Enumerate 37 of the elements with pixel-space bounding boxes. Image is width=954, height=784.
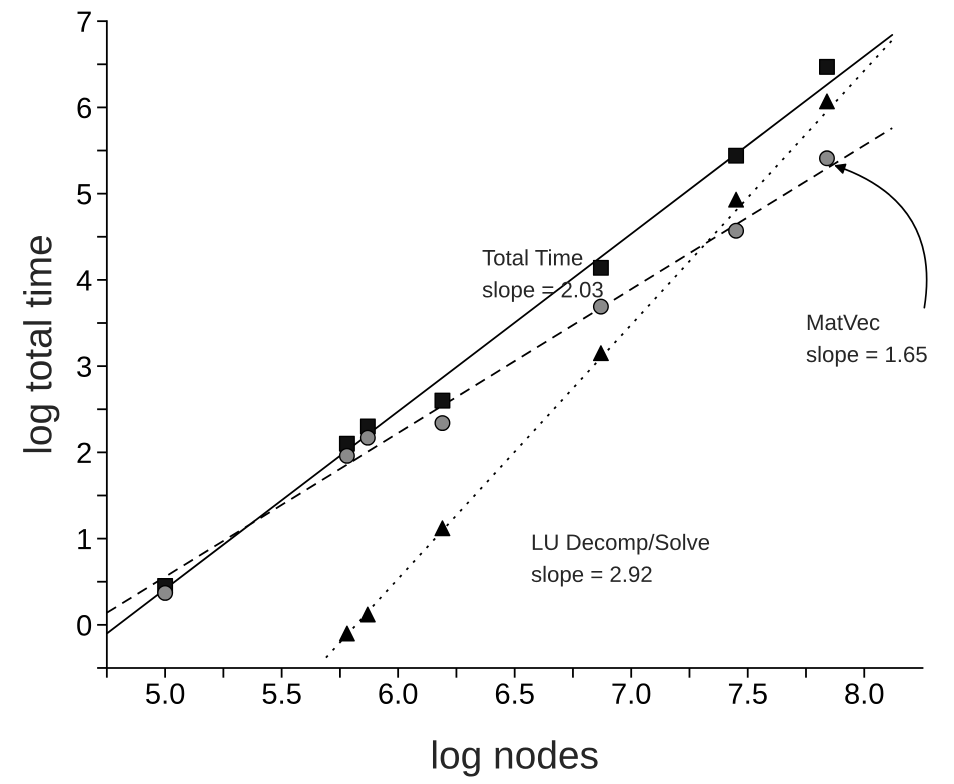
y-tick-label: 7 [78, 12, 91, 32]
y-tick-label: 1 [78, 529, 91, 550]
point [728, 148, 744, 164]
annotation: LU Decomp/Solve slope = 2.92 [532, 534, 710, 587]
annotation: Total Time slope = 2.03 [482, 249, 603, 302]
y-tick-label: 0 [77, 615, 92, 636]
point [818, 58, 835, 75]
y-tick-label: 2 [78, 442, 91, 463]
x-tick-label: 7.5 [728, 684, 767, 704]
point [592, 260, 609, 276]
y-tick-label: 5 [77, 184, 92, 205]
point [434, 520, 450, 536]
x-axis-title: log nodes [432, 740, 598, 777]
x-tick-label: 5.0 [146, 683, 184, 704]
y-tick-label: 4 [76, 270, 92, 290]
annotation: MatVec slope = 1.65 [806, 314, 927, 367]
point [157, 584, 174, 601]
y-tick-label: 6 [78, 98, 91, 118]
point [728, 192, 744, 208]
point [592, 345, 609, 362]
point [338, 625, 355, 642]
y-tick-label: 3 [77, 356, 91, 377]
x-tick-label: 7.0 [612, 683, 650, 704]
point [360, 430, 376, 446]
x-tick-label: 5.5 [262, 684, 301, 704]
x-tick-label: 8.0 [845, 683, 884, 704]
point [818, 150, 835, 166]
x-tick-label: 6.0 [379, 683, 418, 704]
point [728, 222, 744, 239]
point [338, 448, 355, 464]
point [434, 392, 450, 409]
y-axis-title: log total time [23, 236, 60, 452]
point [360, 606, 376, 622]
point [818, 93, 835, 110]
point [592, 298, 609, 315]
x-tick-label: 6.5 [496, 683, 534, 704]
point [434, 415, 450, 432]
